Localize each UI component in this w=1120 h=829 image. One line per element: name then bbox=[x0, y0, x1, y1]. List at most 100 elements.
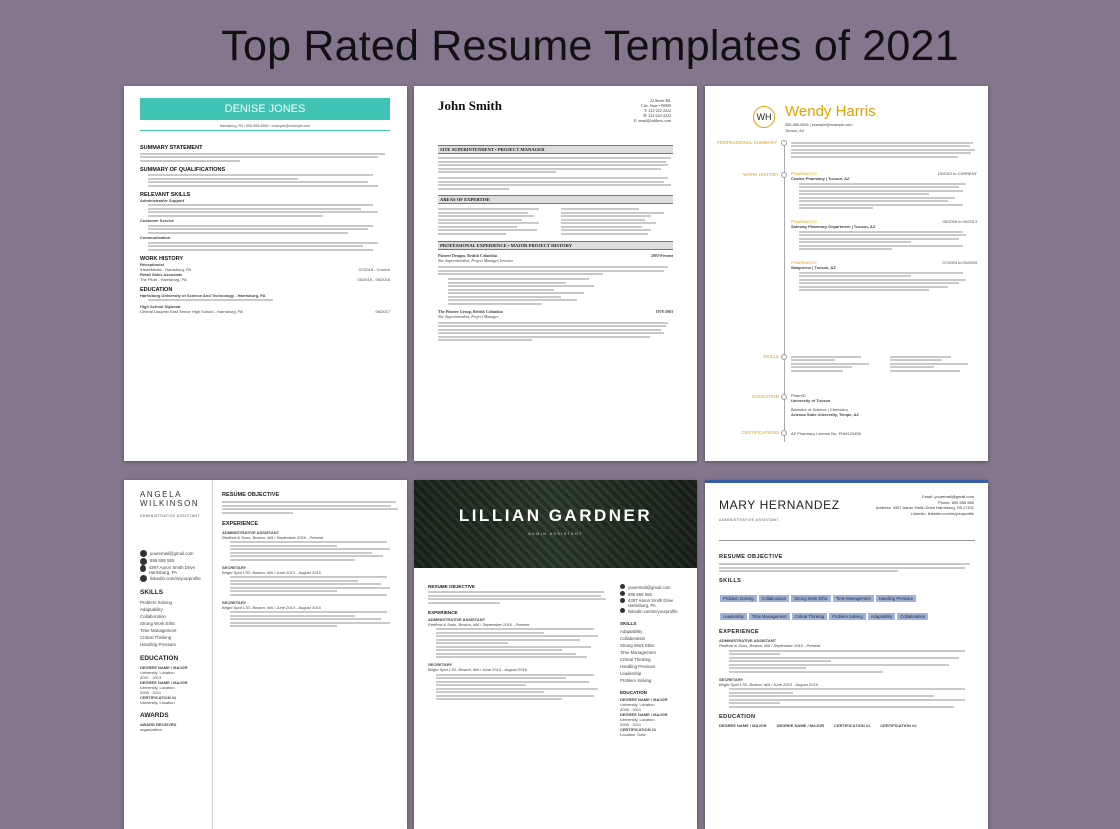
school: University, Location bbox=[140, 670, 175, 676]
text-line bbox=[438, 321, 669, 324]
degree: DEGREE NAME / MAJOR bbox=[620, 712, 668, 717]
certification: AZ Pharmacy License No. PHM123456 bbox=[791, 431, 861, 436]
resume-template-wendy-harris[interactable]: WH Wendy Harris 555-555-5555 | example@e… bbox=[705, 86, 988, 461]
text-line bbox=[799, 289, 930, 291]
text-line bbox=[148, 177, 298, 180]
text-line bbox=[560, 229, 651, 231]
school: University, Location bbox=[140, 685, 175, 691]
resume-main: RESUME OBJECTIVE EXPERIENCE ADMINISTRATI… bbox=[222, 492, 400, 629]
school: University, Location bbox=[620, 702, 655, 707]
contact-address: Address: 4397 Aaron Smith Drive Harrisbu… bbox=[875, 505, 974, 510]
text-line bbox=[436, 652, 577, 655]
job-title: ADMINISTRATIVE ASSISTANT bbox=[222, 529, 280, 535]
text-line bbox=[448, 302, 542, 305]
text-line bbox=[729, 702, 781, 704]
job-org: Costco Pharmacy | Tucson, AZ bbox=[791, 176, 850, 181]
resume-template-denise-jones[interactable]: DENISE JONES Harrisburg, PA • 555-555-55… bbox=[124, 86, 407, 461]
contact-email: Email: youremail@gmail.com bbox=[922, 494, 974, 499]
subsection-heading: Administrative Support bbox=[140, 197, 185, 203]
job-title: SECRETARY bbox=[719, 676, 744, 682]
text-line bbox=[230, 590, 337, 592]
edu-date: 2007 - 2013 bbox=[140, 675, 162, 681]
text-line bbox=[729, 660, 832, 662]
text-line bbox=[448, 285, 594, 287]
skill-chip: Time Management bbox=[832, 595, 874, 602]
degree: DEGREE NAME / MAJOR bbox=[140, 680, 188, 686]
section-heading: EDUCATION bbox=[140, 286, 173, 293]
text-line bbox=[222, 501, 397, 503]
text-line bbox=[230, 593, 387, 596]
text-line bbox=[799, 200, 948, 202]
text-line bbox=[799, 248, 892, 250]
skill-item: Leadership bbox=[620, 671, 642, 676]
text-line bbox=[428, 594, 601, 597]
job-title: SECRETARY bbox=[428, 662, 453, 667]
text-line bbox=[438, 218, 523, 221]
degree: DEGREE NAME / MAJOR bbox=[140, 665, 188, 671]
text-line bbox=[148, 181, 368, 183]
text-line bbox=[230, 555, 384, 557]
skill-item: Time Management bbox=[620, 650, 656, 655]
job-date: 2003-Present bbox=[650, 253, 673, 258]
contact-address: 4397 Aaron Smith Drive Harrisburg, PA bbox=[628, 598, 674, 608]
text-line bbox=[436, 673, 595, 676]
resume-location: Tucson, AZ bbox=[785, 129, 805, 133]
section-heading: WORK HISTORY bbox=[140, 255, 184, 262]
text-line bbox=[436, 631, 544, 634]
text-line bbox=[148, 211, 378, 213]
text-line bbox=[799, 275, 911, 277]
text-line bbox=[799, 234, 967, 236]
edu-date: 2006 - 2011 bbox=[140, 690, 162, 696]
resume-name: LILLIAN GARDNER bbox=[458, 506, 653, 525]
job-org: Redford & Sons, Boston, MA / September 2… bbox=[719, 643, 821, 648]
skill-item: Adaptability bbox=[140, 607, 163, 613]
skill-chip: Time Management bbox=[748, 613, 790, 620]
contact-address: 4397 Aaron Smith Drive Harrisburg, PA bbox=[148, 564, 196, 575]
section-label: SKILLS bbox=[763, 354, 779, 359]
resume-role: ADMINISTRATIVE ASSISTANT bbox=[719, 518, 779, 522]
text-line bbox=[438, 177, 669, 179]
text-line bbox=[438, 164, 669, 166]
text-line bbox=[230, 558, 355, 561]
text-line bbox=[438, 266, 669, 268]
text-line bbox=[799, 282, 959, 284]
text-line bbox=[729, 667, 806, 669]
text-line bbox=[436, 680, 589, 683]
resume-template-mary-hernandez[interactable]: MARY HERNANDEZ ADMINISTRATIVE ASSISTANT … bbox=[705, 480, 988, 829]
resume-template-john-smith[interactable]: John Smith 22 Street Rd. City, State • 0… bbox=[414, 86, 697, 461]
text-line bbox=[799, 207, 874, 209]
resume-main: RESUME OBJECTIVE EXPERIENCE ADMINISTRATI… bbox=[428, 584, 608, 702]
header-banner bbox=[414, 480, 697, 568]
text-line bbox=[438, 171, 556, 173]
resume-contact: Harrisburg, PA • 555-555-5555 • example@… bbox=[219, 124, 311, 128]
contact-linkedin: linkedin.com/in/yourprofile bbox=[628, 609, 678, 614]
divider bbox=[140, 130, 390, 131]
job-org: The Plum - Harrisburg, PA bbox=[140, 276, 187, 282]
text-line bbox=[791, 145, 970, 147]
text-line bbox=[799, 285, 948, 288]
text-line bbox=[438, 335, 650, 338]
section-heading: SUMMARY STATEMENT bbox=[140, 145, 203, 151]
resume-body: SITE SUPERINTENDENT • PROJECT MANAGER AR… bbox=[438, 140, 673, 343]
job-date: 1978-2003 bbox=[655, 308, 673, 314]
text-line bbox=[791, 152, 972, 154]
resume-template-lillian-gardner[interactable]: LILLIAN GARDNER ADMIN ASSISTANT RESUME O… bbox=[414, 480, 697, 829]
sidebar: youremail@gmail.com 895 555 555 4397 Aar… bbox=[140, 550, 210, 732]
contact-email: youremail@gmail.com bbox=[628, 585, 671, 590]
text-line bbox=[148, 231, 348, 234]
text-line bbox=[791, 362, 870, 365]
resume-name: Wendy Harris bbox=[785, 103, 876, 120]
job-date: 07/2016 - Current bbox=[358, 266, 390, 272]
resume-template-angela-wilkinson[interactable]: ANGELA WILKINSON ADMINISTRATIVE ASSISTAN… bbox=[124, 480, 407, 829]
degree: PharmD bbox=[791, 393, 806, 398]
text-line bbox=[448, 278, 589, 280]
contact-phone: Phone: 895 555 555 bbox=[937, 499, 974, 505]
job-title: PHARMACIST bbox=[791, 171, 818, 176]
text-line bbox=[448, 299, 578, 301]
text-line bbox=[560, 208, 640, 210]
school: Harrisburg University of Science And Tec… bbox=[140, 292, 266, 298]
text-line bbox=[799, 230, 963, 233]
text-line bbox=[230, 618, 382, 620]
text-line bbox=[148, 248, 373, 251]
text-line bbox=[438, 225, 517, 228]
